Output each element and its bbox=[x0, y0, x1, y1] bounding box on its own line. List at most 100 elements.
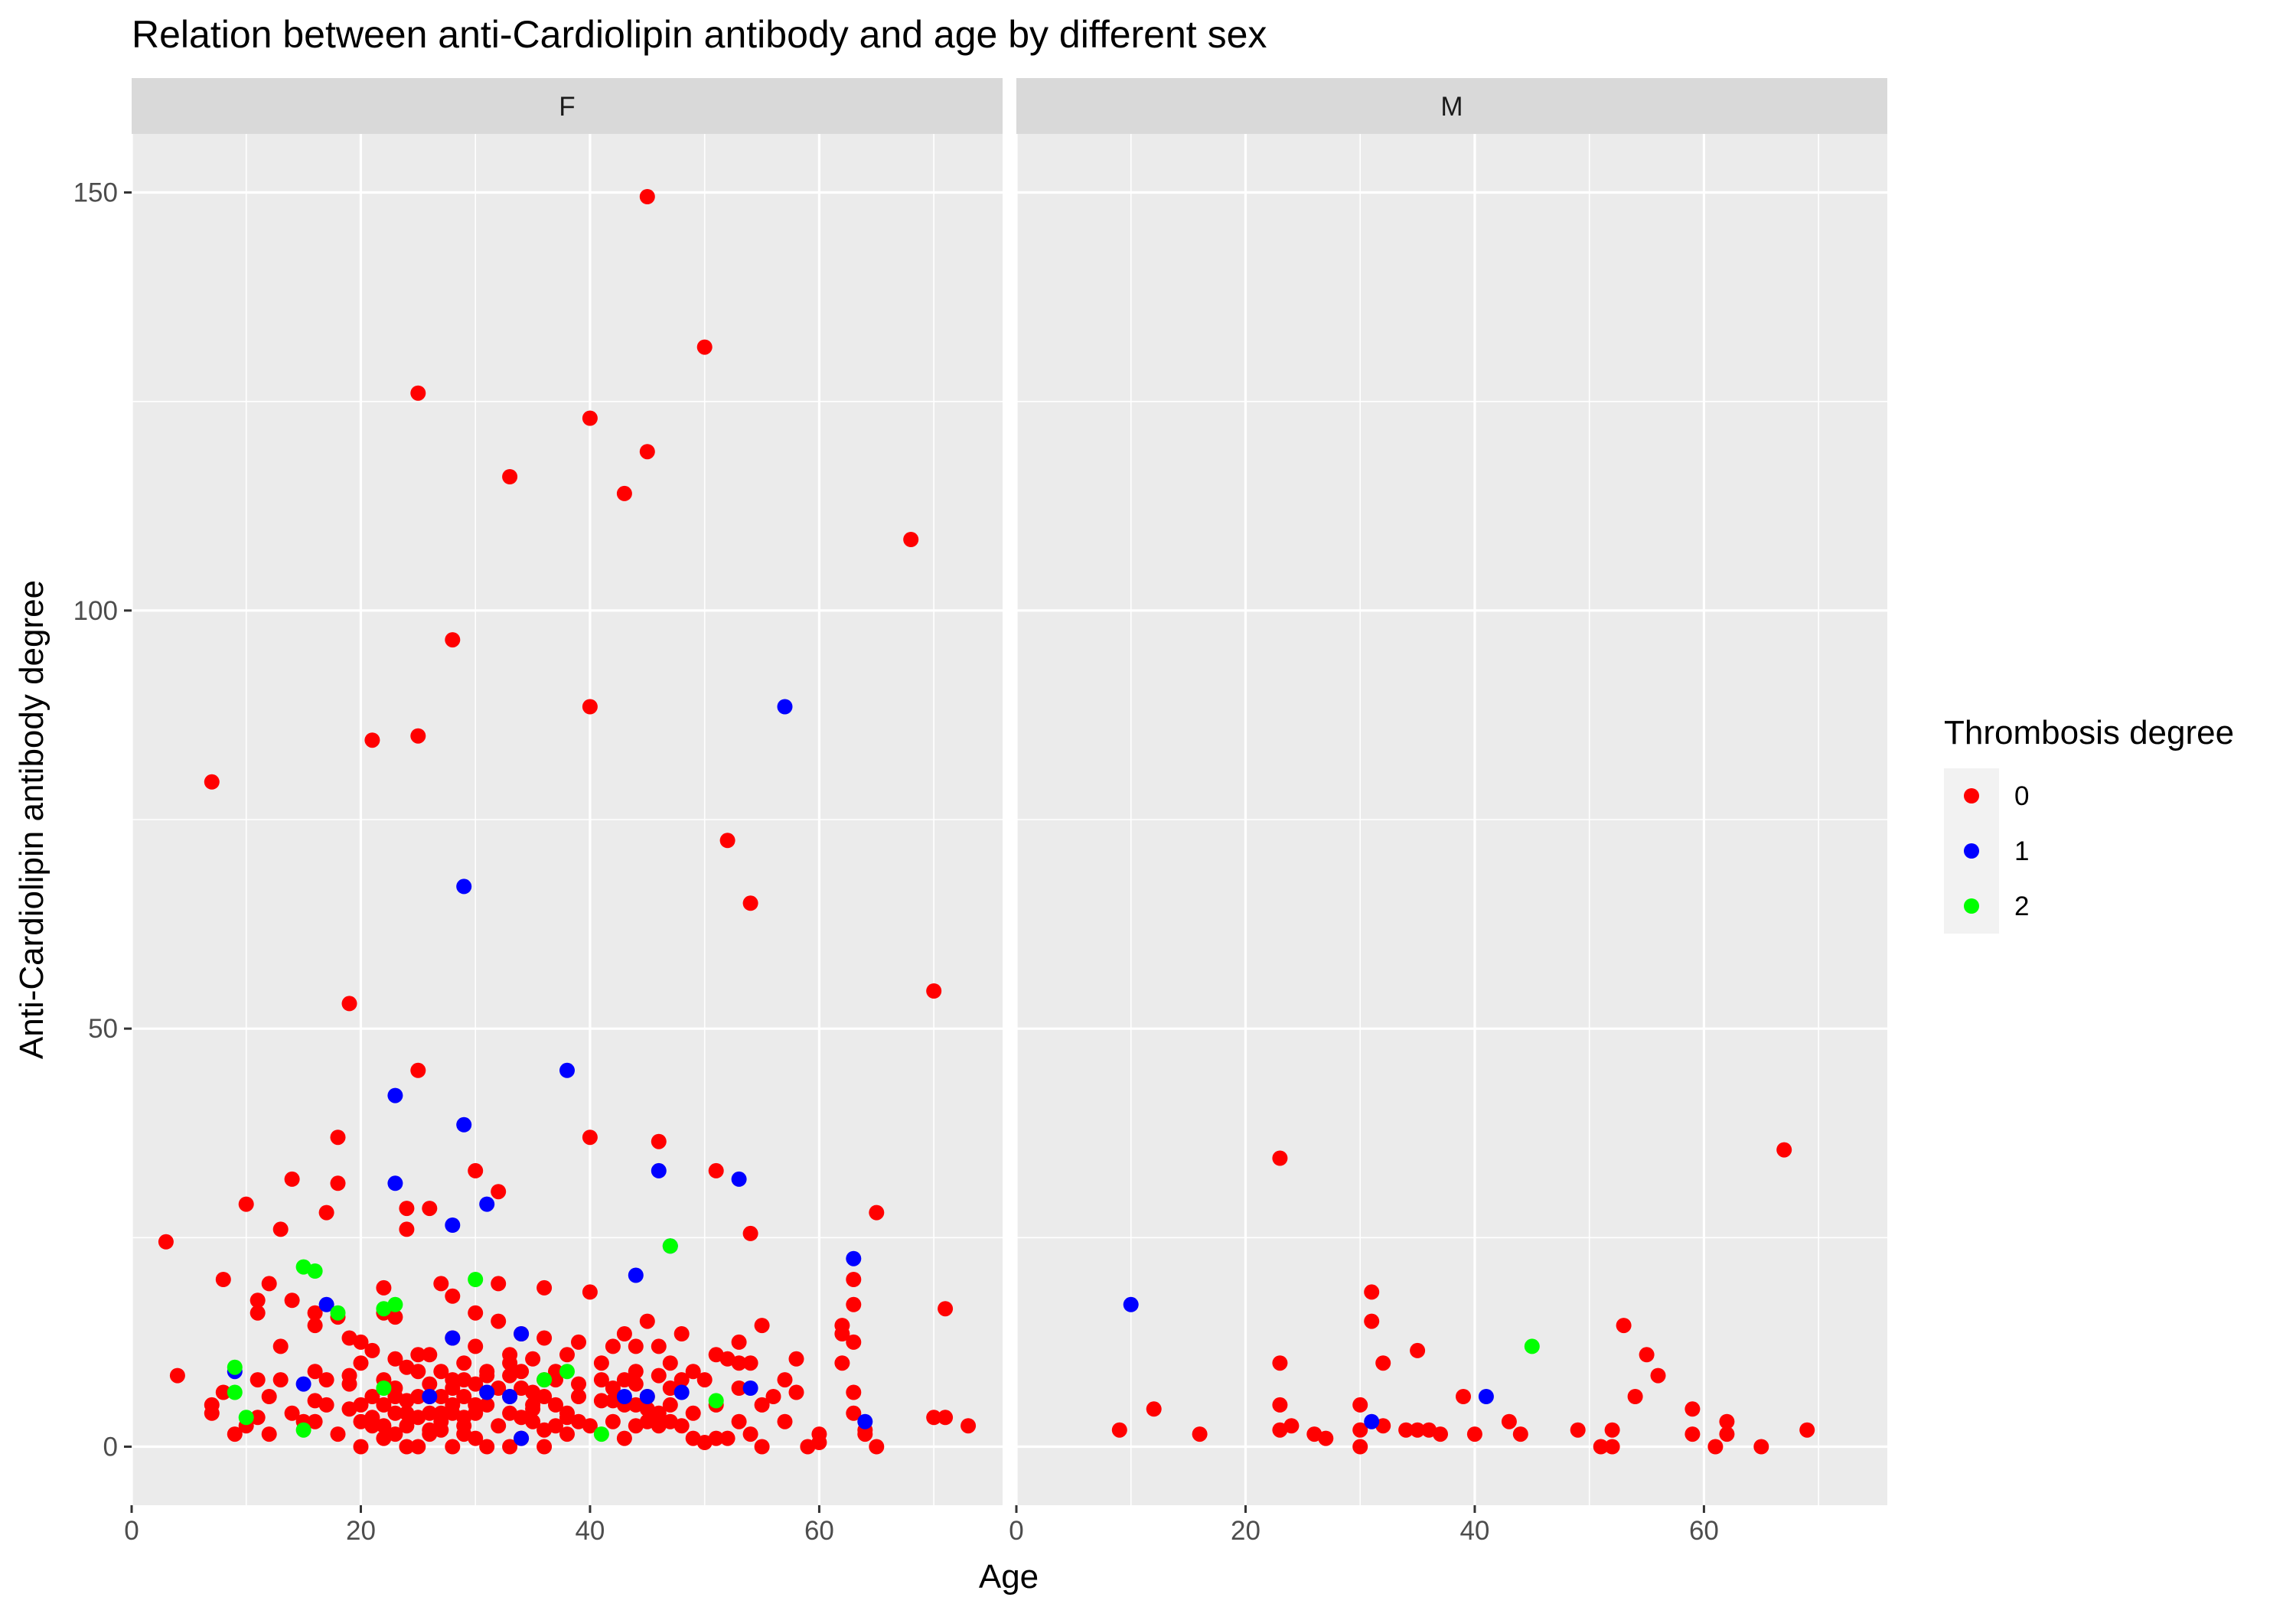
data-point-thrombosis-0 bbox=[491, 1313, 507, 1329]
data-point-thrombosis-2 bbox=[238, 1410, 254, 1426]
data-point-thrombosis-0 bbox=[616, 485, 632, 501]
data-point-thrombosis-0 bbox=[468, 1305, 484, 1321]
data-point-thrombosis-0 bbox=[616, 1430, 632, 1446]
data-point-thrombosis-0 bbox=[376, 1279, 392, 1296]
data-point-thrombosis-0 bbox=[869, 1204, 885, 1221]
data-point-thrombosis-0 bbox=[662, 1397, 678, 1413]
data-point-thrombosis-1 bbox=[742, 1380, 758, 1396]
data-point-thrombosis-0 bbox=[571, 1334, 586, 1350]
data-point-thrombosis-0 bbox=[525, 1413, 541, 1429]
points-f bbox=[158, 189, 977, 1455]
x-tick-label: 0 bbox=[1009, 1516, 1023, 1546]
y-tick-label: 0 bbox=[103, 1433, 118, 1462]
data-point-thrombosis-1 bbox=[673, 1384, 690, 1400]
data-point-thrombosis-0 bbox=[422, 1405, 438, 1421]
data-point-thrombosis-0 bbox=[593, 1393, 609, 1409]
data-point-thrombosis-0 bbox=[525, 1384, 541, 1400]
data-point-thrombosis-0 bbox=[456, 1426, 472, 1442]
data-point-thrombosis-0 bbox=[731, 1355, 747, 1371]
data-point-thrombosis-0 bbox=[1364, 1284, 1380, 1300]
legend: Thrombosis degree 0 1 2 bbox=[1944, 714, 2234, 934]
data-point-thrombosis-0 bbox=[846, 1384, 862, 1400]
data-point-thrombosis-2 bbox=[376, 1380, 392, 1396]
data-point-thrombosis-2 bbox=[468, 1272, 484, 1287]
data-point-thrombosis-0 bbox=[1398, 1422, 1414, 1438]
data-point-thrombosis-1 bbox=[639, 1389, 655, 1404]
data-point-thrombosis-0 bbox=[1192, 1426, 1208, 1442]
data-point-thrombosis-0 bbox=[502, 1439, 518, 1455]
data-point-thrombosis-0 bbox=[639, 1401, 655, 1417]
data-point-thrombosis-0 bbox=[445, 1380, 461, 1396]
data-point-thrombosis-0 bbox=[353, 1334, 369, 1350]
data-point-thrombosis-0 bbox=[422, 1376, 438, 1392]
data-point-thrombosis-2 bbox=[593, 1426, 609, 1442]
data-point-thrombosis-0 bbox=[456, 1355, 472, 1371]
data-point-thrombosis-2 bbox=[307, 1263, 323, 1279]
data-point-thrombosis-1 bbox=[651, 1162, 667, 1178]
data-point-thrombosis-0 bbox=[628, 1397, 644, 1413]
data-point-thrombosis-0 bbox=[330, 1426, 346, 1442]
data-point-thrombosis-1 bbox=[479, 1196, 495, 1212]
data-point-thrombosis-0 bbox=[788, 1351, 804, 1367]
data-point-thrombosis-0 bbox=[1753, 1439, 1769, 1455]
data-point-thrombosis-0 bbox=[1272, 1150, 1288, 1166]
data-point-thrombosis-0 bbox=[765, 1389, 781, 1404]
data-point-thrombosis-0 bbox=[204, 774, 220, 790]
data-point-thrombosis-0 bbox=[491, 1418, 507, 1434]
facet-panel-m: M 0 20 40 60 bbox=[1009, 78, 1887, 1546]
data-point-thrombosis-0 bbox=[1456, 1389, 1471, 1404]
data-point-thrombosis-0 bbox=[605, 1338, 621, 1354]
data-point-thrombosis-0 bbox=[571, 1376, 586, 1392]
data-point-thrombosis-0 bbox=[811, 1435, 827, 1450]
data-point-thrombosis-1 bbox=[846, 1250, 862, 1266]
data-point-thrombosis-0 bbox=[249, 1372, 266, 1388]
data-point-thrombosis-0 bbox=[387, 1309, 403, 1325]
data-point-thrombosis-0 bbox=[1318, 1430, 1334, 1446]
data-point-thrombosis-1 bbox=[479, 1384, 495, 1400]
data-point-thrombosis-0 bbox=[387, 1351, 403, 1367]
data-point-thrombosis-0 bbox=[559, 1426, 575, 1442]
data-point-thrombosis-0 bbox=[926, 1410, 942, 1426]
data-point-thrombosis-0 bbox=[272, 1221, 289, 1237]
data-point-thrombosis-0 bbox=[422, 1201, 438, 1217]
data-point-thrombosis-0 bbox=[399, 1393, 415, 1409]
facet-panel-f: F 0 20 40 60 bbox=[124, 78, 1003, 1546]
data-point-thrombosis-0 bbox=[227, 1426, 243, 1442]
data-point-thrombosis-0 bbox=[605, 1380, 621, 1396]
data-point-thrombosis-0 bbox=[410, 1364, 426, 1380]
data-point-thrombosis-1 bbox=[445, 1330, 461, 1346]
y-tick-label: 100 bbox=[73, 596, 118, 626]
data-point-thrombosis-0 bbox=[742, 1426, 758, 1442]
data-point-thrombosis-0 bbox=[731, 1334, 747, 1350]
data-point-thrombosis-0 bbox=[364, 1418, 380, 1434]
data-point-thrombosis-0 bbox=[433, 1389, 449, 1404]
data-point-thrombosis-0 bbox=[341, 1330, 357, 1346]
data-point-thrombosis-2 bbox=[227, 1384, 243, 1400]
y-tick-label: 50 bbox=[88, 1014, 118, 1044]
data-point-thrombosis-0 bbox=[1466, 1426, 1482, 1442]
strip-m bbox=[1016, 78, 1887, 134]
data-point-thrombosis-1 bbox=[387, 1087, 403, 1103]
data-point-thrombosis-0 bbox=[525, 1351, 541, 1367]
legend-keys: 0 1 2 bbox=[1944, 768, 2029, 934]
data-point-thrombosis-0 bbox=[353, 1355, 369, 1371]
data-point-thrombosis-0 bbox=[410, 1062, 426, 1078]
data-point-thrombosis-0 bbox=[777, 1413, 793, 1429]
data-point-thrombosis-0 bbox=[261, 1389, 277, 1404]
data-point-thrombosis-0 bbox=[456, 1389, 472, 1404]
data-point-thrombosis-0 bbox=[651, 1338, 667, 1354]
data-point-thrombosis-1 bbox=[422, 1389, 438, 1404]
data-point-thrombosis-0 bbox=[719, 833, 735, 849]
x-axis-m: 0 20 40 60 bbox=[1009, 1505, 1719, 1546]
data-point-thrombosis-0 bbox=[445, 1439, 461, 1455]
data-point-thrombosis-0 bbox=[238, 1196, 254, 1212]
data-point-thrombosis-0 bbox=[708, 1430, 724, 1446]
data-point-thrombosis-0 bbox=[284, 1292, 300, 1309]
data-point-thrombosis-0 bbox=[445, 1288, 461, 1304]
data-point-thrombosis-0 bbox=[341, 1401, 357, 1417]
data-point-thrombosis-0 bbox=[410, 1347, 426, 1363]
data-point-thrombosis-0 bbox=[1639, 1347, 1655, 1363]
y-tick-label: 150 bbox=[73, 178, 118, 207]
data-point-thrombosis-0 bbox=[376, 1430, 392, 1446]
data-point-thrombosis-0 bbox=[318, 1372, 334, 1388]
